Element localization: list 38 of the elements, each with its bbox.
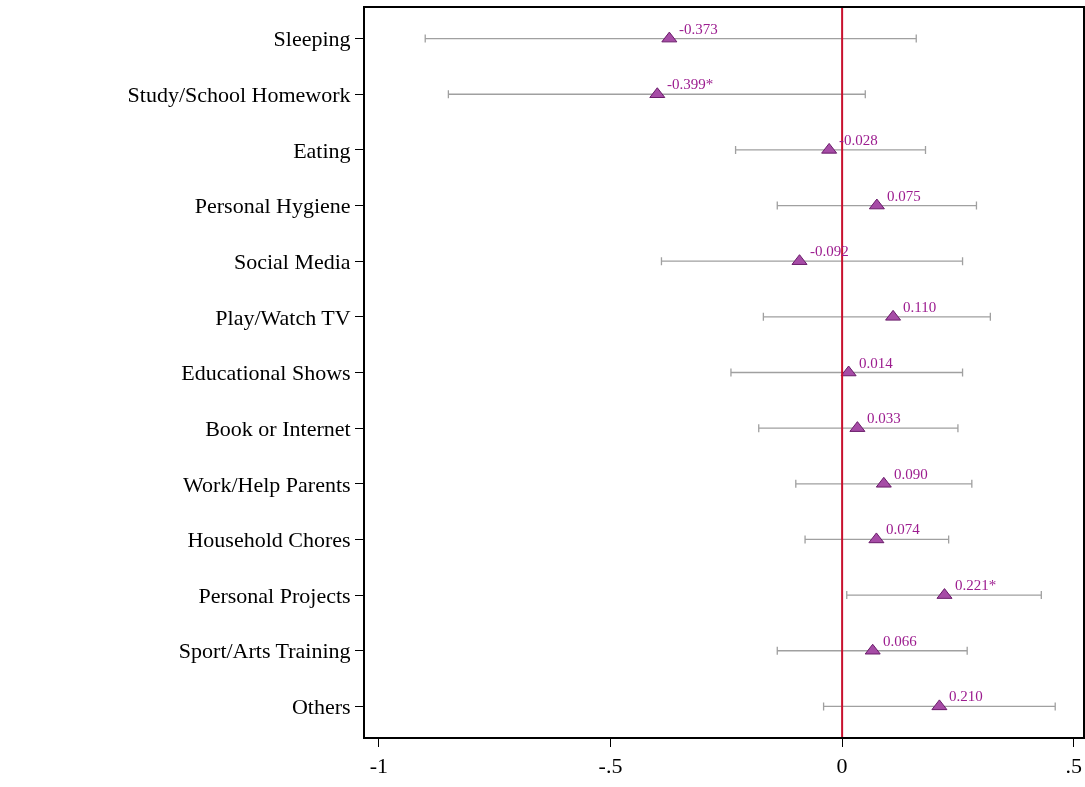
y-tick-label: Play/Watch TV xyxy=(215,304,351,330)
point xyxy=(885,309,902,321)
data-label: 0.210 xyxy=(949,688,983,704)
x-tick-label: 0 xyxy=(836,753,848,779)
y-tick-label: Eating xyxy=(293,137,351,163)
x-tick-label: -.5 xyxy=(598,753,623,779)
y-tick-label: Book or Internet xyxy=(205,415,351,441)
data-label: 0.074 xyxy=(886,521,921,537)
point xyxy=(868,532,885,544)
point xyxy=(649,87,666,99)
y-tick-label: Sleeping xyxy=(273,26,351,52)
point xyxy=(864,643,881,655)
y-tick-label: Educational Shows xyxy=(181,360,351,386)
data-label: -0.399* xyxy=(667,76,714,92)
x-tick-label: .5 xyxy=(1065,753,1082,779)
point xyxy=(661,31,678,43)
data-label: 0.090 xyxy=(894,466,928,482)
y-tick-label: Work/Help Parents xyxy=(183,471,351,497)
y-tick-label: Study/School Homework xyxy=(127,81,351,107)
x-tick-label: -1 xyxy=(369,753,389,779)
data-label: 0.110 xyxy=(903,299,937,315)
data-label: 0.221* xyxy=(955,577,997,593)
point xyxy=(840,365,857,377)
y-tick-label: Household Chores xyxy=(187,527,351,553)
point xyxy=(875,476,892,488)
data-label: 0.014 xyxy=(859,355,894,371)
data-label: -0.373 xyxy=(679,21,718,37)
y-tick-label: Social Media xyxy=(233,248,351,274)
data-label: 0.075 xyxy=(887,188,921,204)
y-tick-label: Personal Hygiene xyxy=(194,193,351,219)
y-tick-label: Personal Projects xyxy=(198,582,351,608)
point xyxy=(821,142,838,154)
y-tick-label: Others xyxy=(291,694,351,720)
data-label: 0.033 xyxy=(867,410,901,426)
data-label: 0.066 xyxy=(883,633,918,649)
y-tick-label: Sport/Arts Training xyxy=(178,638,351,664)
point xyxy=(931,699,948,711)
point xyxy=(868,198,885,210)
